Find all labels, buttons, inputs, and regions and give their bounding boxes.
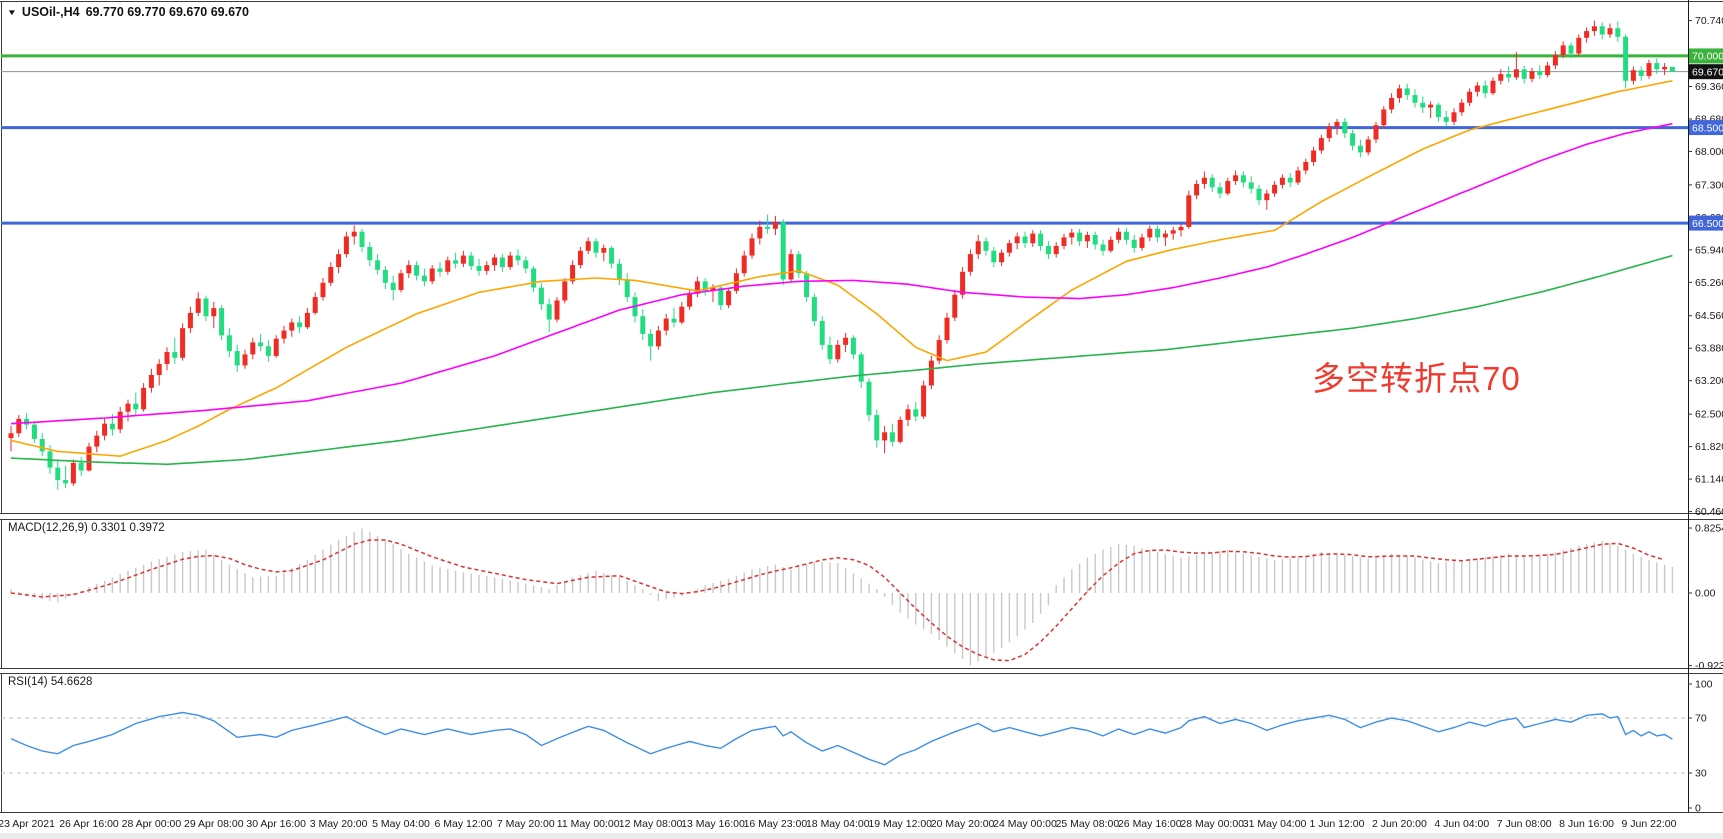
svg-text:12 May 08:00: 12 May 08:00 — [619, 818, 683, 830]
macd-histogram — [10, 528, 1674, 666]
svg-text:11 May 00:00: 11 May 00:00 — [557, 818, 620, 830]
svg-text:60.460: 60.460 — [1695, 506, 1723, 518]
rsi-line — [10, 711, 1673, 766]
svg-text:26 May 16:00: 26 May 16:00 — [1118, 818, 1182, 830]
time-axis[interactable] — [0, 813, 1723, 833]
svg-text:30: 30 — [1695, 768, 1707, 780]
svg-text:63.880: 63.880 — [1695, 343, 1723, 355]
svg-text:16 May 23:00: 16 May 23:00 — [744, 818, 808, 830]
macd-indicator-label: MACD(12,26,9) 0.3301 0.3972 — [8, 522, 165, 534]
svg-text:67.300: 67.300 — [1695, 179, 1723, 191]
svg-text:0.00: 0.00 — [1695, 588, 1716, 600]
price-badge — [1689, 48, 1723, 64]
price-badge — [1689, 120, 1723, 136]
svg-text:26 Apr 16:00: 26 Apr 16:00 — [59, 818, 119, 830]
svg-text:63.200: 63.200 — [1695, 375, 1723, 387]
svg-text:3 May 20:00: 3 May 20:00 — [310, 818, 368, 830]
svg-text:62.500: 62.500 — [1695, 409, 1723, 421]
svg-text:24 May 00:00: 24 May 00:00 — [993, 818, 1057, 830]
svg-text:70.740: 70.740 — [1695, 15, 1723, 27]
svg-text:0: 0 — [1695, 803, 1701, 815]
price-badge — [1689, 215, 1723, 231]
annotation-text: 多空转折点70 — [1312, 360, 1521, 397]
svg-text:9 Jun 22:00: 9 Jun 22:00 — [1622, 818, 1677, 830]
svg-text:69.360: 69.360 — [1695, 81, 1723, 93]
price-axis[interactable] — [1688, 0, 1723, 812]
svg-text:23 Apr 2021: 23 Apr 2021 — [0, 818, 55, 830]
symbol-dropdown-icon[interactable]: ▼ — [6, 7, 18, 17]
svg-text:-0.9234: -0.9234 — [1695, 660, 1723, 672]
ohlc-values: 69.770 69.770 69.670 69.670 — [85, 5, 249, 19]
svg-text:25 May 08:00: 25 May 08:00 — [1056, 818, 1120, 830]
svg-text:70.000: 70.000 — [1692, 51, 1723, 63]
svg-text:70: 70 — [1695, 713, 1707, 725]
price-badge — [1689, 64, 1723, 80]
svg-text:7 May 20:00: 7 May 20:00 — [497, 818, 555, 830]
svg-text:13 May 16:00: 13 May 16:00 — [681, 818, 745, 830]
svg-text:2 Jun 20:00: 2 Jun 20:00 — [1372, 818, 1427, 830]
svg-text:68.000: 68.000 — [1695, 146, 1723, 158]
svg-text:0.8254: 0.8254 — [1695, 523, 1723, 535]
price-axis-badges: 70.000 69.670 68.500 66.500 — [1689, 48, 1723, 231]
svg-text:68.500: 68.500 — [1692, 122, 1723, 134]
svg-text:6 May 12:00: 6 May 12:00 — [435, 818, 493, 830]
svg-text:8 Jun 16:00: 8 Jun 16:00 — [1559, 818, 1614, 830]
svg-text:5 May 04:00: 5 May 04:00 — [372, 818, 430, 830]
symbol-label: USOil-,H4 — [21, 5, 80, 19]
panel-frames — [0, 0, 1723, 813]
price-axis-labels: 70.74069.36068.68068.00067.30066.62065.9… — [1688, 15, 1723, 815]
rsi-indicator-label: RSI(14) 54.6628 — [8, 676, 93, 688]
svg-text:28 Apr 00:00: 28 Apr 00:00 — [122, 818, 182, 830]
time-axis-labels: 23 Apr 2021 26 Apr 16:00 28 Apr 00:00 29 Ap… — [0, 818, 1677, 830]
ma-mid-line — [10, 122, 1673, 425]
svg-text:69.670: 69.670 — [1692, 66, 1723, 78]
svg-text:65.260: 65.260 — [1695, 277, 1723, 289]
svg-text:18 May 04:00: 18 May 04:00 — [806, 818, 870, 830]
svg-text:66.500: 66.500 — [1692, 218, 1723, 230]
svg-text:19 May 12:00: 19 May 12:00 — [868, 818, 932, 830]
svg-text:61.820: 61.820 — [1695, 441, 1723, 453]
rsi-level-lines — [1, 717, 1688, 774]
ma-slow-line — [10, 254, 1673, 466]
svg-text:29 Apr 08:00: 29 Apr 08:00 — [184, 818, 244, 830]
horizontal-level-lines — [1, 54, 1688, 225]
svg-text:1 Jun 12:00: 1 Jun 12:00 — [1310, 818, 1365, 830]
horizontal-scrollbar[interactable] — [0, 833, 1723, 839]
svg-text:64.560: 64.560 — [1695, 310, 1723, 322]
chart-title: ▼ USOil-,H4 69.770 69.770 69.670 69.670 — [6, 5, 249, 19]
svg-text:20 May 20:00: 20 May 20:00 — [931, 818, 995, 830]
macd-signal-line — [10, 539, 1665, 662]
candles-layer — [8, 20, 1675, 490]
svg-text:100: 100 — [1695, 679, 1713, 691]
svg-text:4 Jun 04:00: 4 Jun 04:00 — [1434, 818, 1489, 830]
svg-text:28 May 00:00: 28 May 00:00 — [1180, 818, 1244, 830]
svg-text:65.940: 65.940 — [1695, 244, 1723, 256]
svg-text:7 Jun 08:00: 7 Jun 08:00 — [1497, 818, 1552, 830]
svg-text:31 May 04:00: 31 May 04:00 — [1243, 818, 1307, 830]
svg-text:61.140: 61.140 — [1695, 474, 1723, 486]
ma-fast-line — [10, 80, 1673, 458]
svg-text:30 Apr 16:00: 30 Apr 16:00 — [246, 818, 306, 830]
